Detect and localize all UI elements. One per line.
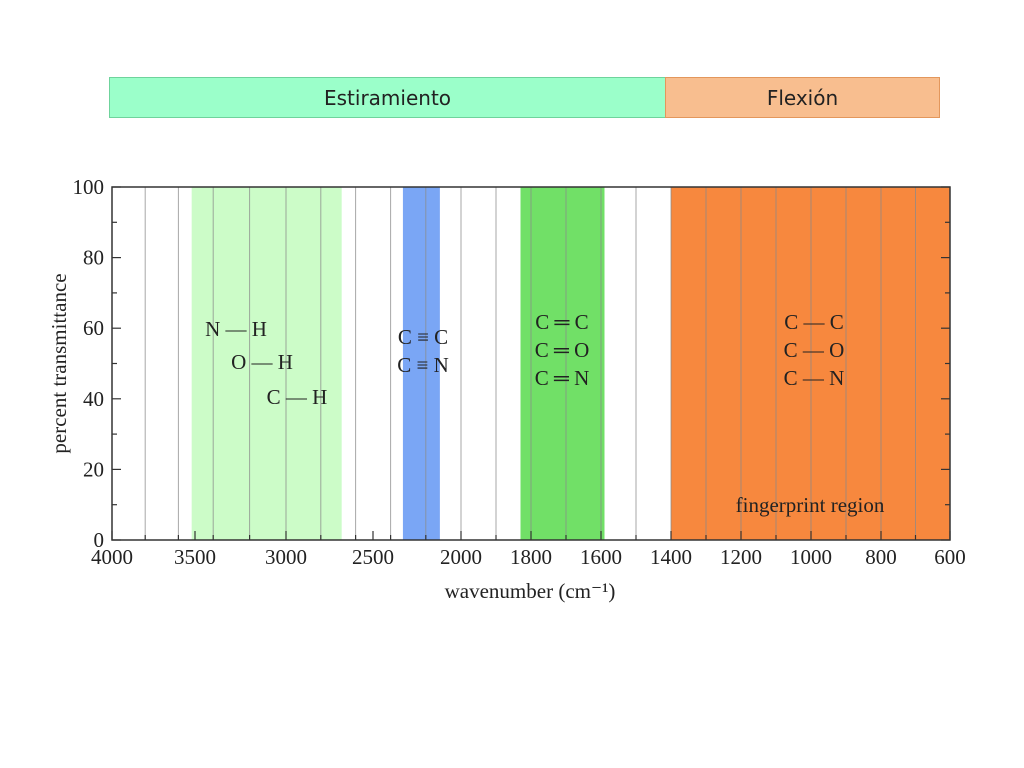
bond-label-single-bonds-to-H-2: C — H — [267, 385, 328, 409]
band-triple-bonds — [402, 187, 440, 540]
bond-label-triple-bonds-1: C ≡ N — [397, 353, 449, 377]
x-tick-label-600: 600 — [934, 545, 966, 569]
x-tick-label-1600: 1600 — [580, 545, 622, 569]
x-tick-label-2000: 2000 — [440, 545, 482, 569]
x-axis-label: wavenumber (cm⁻¹) — [445, 579, 616, 603]
y-tick-label-20: 20 — [83, 457, 104, 481]
x-tick-label-1200: 1200 — [720, 545, 762, 569]
x-tick-label-2500: 2500 — [352, 545, 394, 569]
band-double-bonds — [520, 187, 605, 540]
x-tick-label-1400: 1400 — [650, 545, 692, 569]
x-tick-label-4000: 4000 — [91, 545, 133, 569]
band-single-bonds-to-H — [191, 187, 342, 540]
x-tick-label-800: 800 — [865, 545, 897, 569]
stretching-region-label: Estiramiento — [109, 77, 666, 118]
y-axis-label: percent transmittance — [47, 273, 71, 453]
x-tick-label-3500: 3500 — [174, 545, 216, 569]
bond-label-fingerprint-2: C — N — [784, 366, 845, 390]
x-tick-label-1800: 1800 — [510, 545, 552, 569]
bond-label-fingerprint-0: C — C — [784, 310, 844, 334]
bond-label-fingerprint-1: C — O — [784, 338, 845, 362]
bending-region-label: Flexión — [665, 77, 940, 118]
y-tick-label-60: 60 — [83, 316, 104, 340]
y-tick-label-0: 0 — [94, 528, 105, 552]
bond-label-double-bonds-1: C ═ O — [535, 338, 590, 362]
x-tick-label-1000: 1000 — [790, 545, 832, 569]
bond-label-single-bonds-to-H-0: N — H — [205, 317, 267, 341]
x-tick-label-3000: 3000 — [265, 545, 307, 569]
y-tick-label-100: 100 — [73, 175, 105, 199]
bond-label-double-bonds-0: C ═ C — [535, 310, 588, 334]
fingerprint-region-caption: fingerprint region — [736, 493, 885, 517]
y-tick-label-40: 40 — [83, 387, 104, 411]
bond-label-single-bonds-to-H-1: O — H — [231, 350, 293, 374]
bond-label-triple-bonds-0: C ≡ C — [398, 325, 448, 349]
y-tick-label-80: 80 — [83, 246, 104, 270]
bond-label-double-bonds-2: C ═ N — [535, 366, 590, 390]
